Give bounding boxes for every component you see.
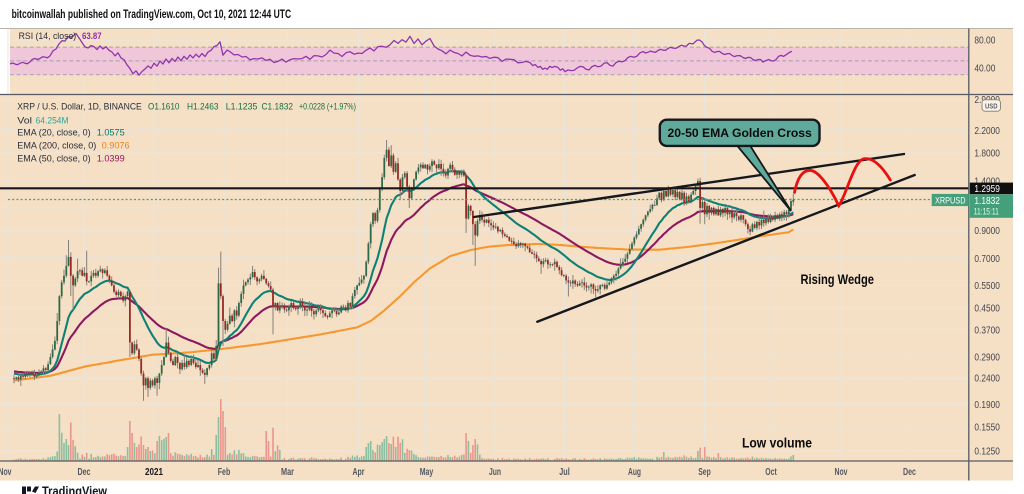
svg-text:Vol: Vol	[17, 116, 32, 127]
svg-text:Nov: Nov	[835, 467, 848, 478]
svg-text:0.7000: 0.7000	[974, 254, 1000, 265]
svg-text:1.0575: 1.0575	[97, 128, 125, 139]
svg-text:H1.2463: H1.2463	[187, 102, 219, 113]
svg-text:0.1550: 0.1550	[974, 423, 1000, 434]
svg-text:0.1900: 0.1900	[974, 400, 1000, 411]
svg-text:0.3700: 0.3700	[974, 325, 1000, 336]
svg-text:Dec: Dec	[903, 467, 916, 478]
svg-text:Apr: Apr	[353, 467, 365, 478]
svg-text:Oct: Oct	[765, 467, 777, 478]
svg-text:80.00: 80.00	[974, 36, 995, 47]
svg-text:20-50 EMA Golden Cross: 20-50 EMA Golden Cross	[668, 126, 813, 140]
svg-text:Rising Wedge: Rising Wedge	[801, 272, 875, 287]
svg-text:0.1250: 0.1250	[974, 447, 1000, 458]
svg-text:C1.1832: C1.1832	[262, 102, 294, 113]
svg-text:Jun: Jun	[489, 467, 501, 478]
svg-text:1.4000: 1.4000	[974, 177, 1000, 188]
svg-text:XRP / U.S. Dollar, 1D, BINANCE: XRP / U.S. Dollar, 1D, BINANCE	[17, 102, 142, 113]
svg-text:11:15:11: 11:15:11	[974, 207, 999, 217]
svg-text:Sep: Sep	[698, 467, 711, 478]
svg-text:EMA (200, close, 0): EMA (200, close, 0)	[17, 141, 96, 152]
svg-text:Mar: Mar	[281, 467, 294, 478]
svg-text:2021: 2021	[145, 467, 163, 478]
svg-text:2.2000: 2.2000	[974, 126, 1000, 137]
svg-text:0.2400: 0.2400	[974, 374, 1000, 385]
svg-text:0.2900: 0.2900	[974, 353, 1000, 364]
svg-text:0.9076: 0.9076	[102, 141, 130, 152]
svg-text:1.0399: 1.0399	[97, 153, 125, 164]
svg-text:1.1832: 1.1832	[974, 196, 1000, 207]
svg-text:May: May	[420, 467, 434, 478]
svg-text:RSI (14, close): RSI (14, close)	[19, 31, 77, 42]
svg-text:Nov: Nov	[0, 467, 12, 478]
svg-text:L1.1235: L1.1235	[226, 102, 257, 113]
svg-text:1.8000: 1.8000	[974, 148, 1000, 159]
svg-text:TradingView: TradingView	[42, 485, 107, 494]
svg-text:Jul: Jul	[559, 467, 570, 478]
svg-text:0.4500: 0.4500	[974, 303, 1000, 314]
svg-text:Low volume: Low volume	[742, 436, 812, 451]
svg-text:64.254M: 64.254M	[36, 116, 69, 127]
svg-text:bitcoinwallah published on Tra: bitcoinwallah published on TradingView.c…	[12, 9, 292, 21]
svg-text:Feb: Feb	[218, 467, 231, 478]
svg-text:40.00: 40.00	[974, 63, 995, 74]
svg-text:+0.0228 (+1.97%): +0.0228 (+1.97%)	[299, 102, 356, 113]
svg-text:XRPUSD: XRPUSD	[935, 195, 966, 205]
svg-text:Aug: Aug	[628, 467, 641, 478]
svg-text:0.5500: 0.5500	[974, 281, 1000, 292]
svg-text:63.87: 63.87	[82, 31, 102, 42]
svg-text:Dec: Dec	[78, 467, 91, 478]
svg-text:1.2959: 1.2959	[974, 184, 1000, 195]
svg-text:0.9000: 0.9000	[974, 226, 1000, 237]
svg-text:EMA (20, close, 0): EMA (20, close, 0)	[17, 128, 90, 139]
svg-text:EMA (50, close, 0): EMA (50, close, 0)	[17, 153, 90, 164]
svg-text:USD: USD	[985, 101, 998, 110]
svg-text:O1.1610: O1.1610	[148, 102, 180, 113]
